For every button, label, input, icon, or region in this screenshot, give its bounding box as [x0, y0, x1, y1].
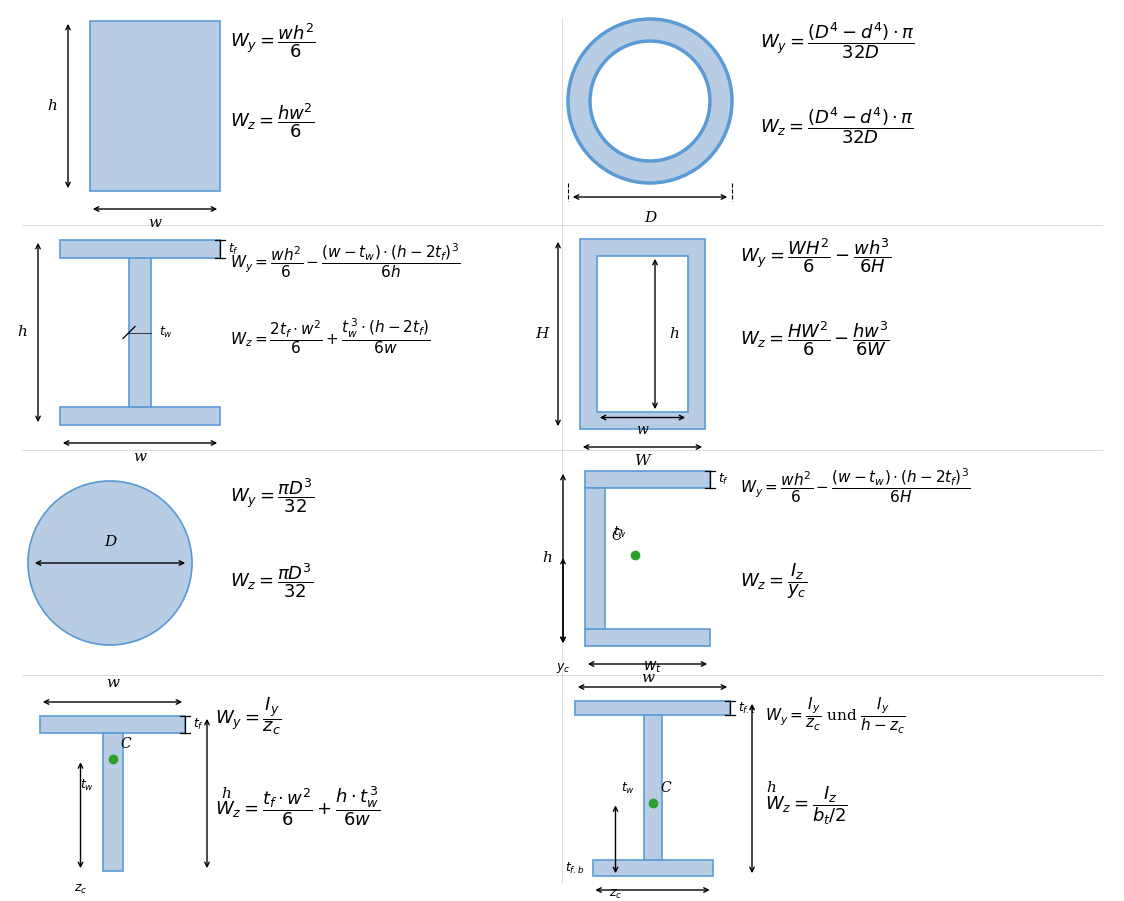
Text: $t_{f.t}$: $t_{f.t}$ — [738, 700, 756, 715]
Circle shape — [28, 481, 192, 645]
Bar — [90, 21, 220, 191]
Circle shape — [568, 19, 732, 183]
Bar — [60, 240, 220, 258]
Text: $W_z = \dfrac{HW^2}{6} - \dfrac{hw^3}{6W}$: $W_z = \dfrac{HW^2}{6} - \dfrac{hw^3}{6W… — [740, 320, 890, 359]
Text: $t_{f.b}$: $t_{f.b}$ — [565, 860, 584, 876]
Text: $z_c$: $z_c$ — [74, 883, 88, 896]
Text: $t_f$: $t_f$ — [228, 241, 239, 257]
Text: $W_y = \dfrac{(D^4 - d^4) \cdot \pi}{32D}$: $W_y = \dfrac{(D^4 - d^4) \cdot \pi}{32D… — [760, 21, 915, 61]
Text: w: w — [134, 450, 146, 464]
Text: w: w — [636, 423, 649, 438]
Text: $t_w$: $t_w$ — [622, 781, 635, 796]
Text: $t_f$: $t_f$ — [718, 472, 729, 487]
Text: h: h — [542, 551, 552, 566]
Text: $W_y = \dfrac{wh^2}{6} - \dfrac{(w-t_w) \cdot (h-2t_f)^3}{6H}$: $W_y = \dfrac{wh^2}{6} - \dfrac{(w-t_w) … — [740, 467, 970, 505]
Text: d: d — [645, 73, 655, 87]
Bar — [40, 716, 185, 733]
Text: w: w — [106, 676, 119, 690]
Text: $W_y = \dfrac{WH^2}{6} - \dfrac{wh^3}{6H}$: $W_y = \dfrac{WH^2}{6} - \dfrac{wh^3}{6H… — [740, 237, 891, 276]
Text: $W_y = \dfrac{wh^2}{6} - \dfrac{(w-t_w) \cdot (h-2t_f)^3}{6h}$: $W_y = \dfrac{wh^2}{6} - \dfrac{(w-t_w) … — [230, 241, 461, 280]
Text: $t_w$: $t_w$ — [158, 325, 173, 340]
Bar — [584, 629, 710, 646]
Bar — [102, 733, 123, 871]
Text: $W_z = \dfrac{I_z}{b_t/2}$: $W_z = \dfrac{I_z}{b_t/2}$ — [765, 785, 847, 827]
Text: $t_f$: $t_f$ — [193, 717, 205, 732]
Text: $t_w$: $t_w$ — [81, 778, 94, 793]
Text: $W_z = \dfrac{hw^2}{6}$: $W_z = \dfrac{hw^2}{6}$ — [230, 102, 315, 141]
Text: w: w — [148, 216, 162, 230]
Text: $W_z = \dfrac{t_f \cdot w^2}{6} + \dfrac{h \cdot t_w^{\,3}}{6w}$: $W_z = \dfrac{t_f \cdot w^2}{6} + \dfrac… — [215, 784, 380, 828]
Bar — [597, 256, 688, 412]
Text: $t_w$: $t_w$ — [613, 524, 627, 540]
Text: w: w — [641, 671, 654, 685]
Text: C: C — [661, 780, 671, 795]
Text: W: W — [635, 454, 651, 468]
Bar — [592, 860, 713, 876]
Text: $y_c$: $y_c$ — [555, 661, 570, 675]
Bar — [580, 239, 705, 429]
Circle shape — [590, 41, 710, 161]
Text: H: H — [535, 327, 549, 341]
Text: h: h — [221, 787, 230, 800]
Text: D: D — [644, 211, 656, 225]
Bar — [584, 471, 710, 488]
Text: $W_z = \dfrac{(D^4 - d^4) \cdot \pi}{32D}$: $W_z = \dfrac{(D^4 - d^4) \cdot \pi}{32D… — [760, 105, 914, 146]
Bar — [575, 701, 729, 715]
Text: $W_y = \dfrac{I_y}{z_c}$: $W_y = \dfrac{I_y}{z_c}$ — [215, 696, 282, 737]
Bar — [60, 407, 220, 425]
Text: $W_y = \dfrac{\pi D^3}{32}$: $W_y = \dfrac{\pi D^3}{32}$ — [230, 477, 315, 515]
Text: h: h — [17, 325, 27, 340]
Text: C: C — [120, 737, 132, 751]
Bar — [584, 488, 605, 629]
Text: $w_t$: $w_t$ — [643, 660, 662, 675]
Text: $W_z = \dfrac{I_z}{y_c}$: $W_z = \dfrac{I_z}{y_c}$ — [740, 561, 807, 601]
Text: $W_y = \dfrac{wh^2}{6}$: $W_y = \dfrac{wh^2}{6}$ — [230, 22, 316, 60]
Text: h: h — [669, 327, 679, 341]
Bar — [644, 715, 662, 860]
Text: $W_y = \dfrac{I_y}{z_c}$ und $\dfrac{I_y}{h-z_c}$: $W_y = \dfrac{I_y}{z_c}$ und $\dfrac{I_y… — [765, 696, 906, 736]
Text: $z_c$: $z_c$ — [609, 888, 623, 901]
Text: h: h — [765, 781, 776, 796]
Text: D: D — [103, 535, 116, 549]
Bar — [129, 258, 151, 407]
Text: C: C — [611, 529, 623, 543]
Text: $W_z = \dfrac{2t_f \cdot w^2}{6} + \dfrac{t_w^{\,3} \cdot (h-2t_f)}{6w}$: $W_z = \dfrac{2t_f \cdot w^2}{6} + \dfra… — [230, 316, 430, 356]
Text: $W_z = \dfrac{\pi D^3}{32}$: $W_z = \dfrac{\pi D^3}{32}$ — [230, 561, 314, 600]
Text: h: h — [47, 99, 57, 113]
